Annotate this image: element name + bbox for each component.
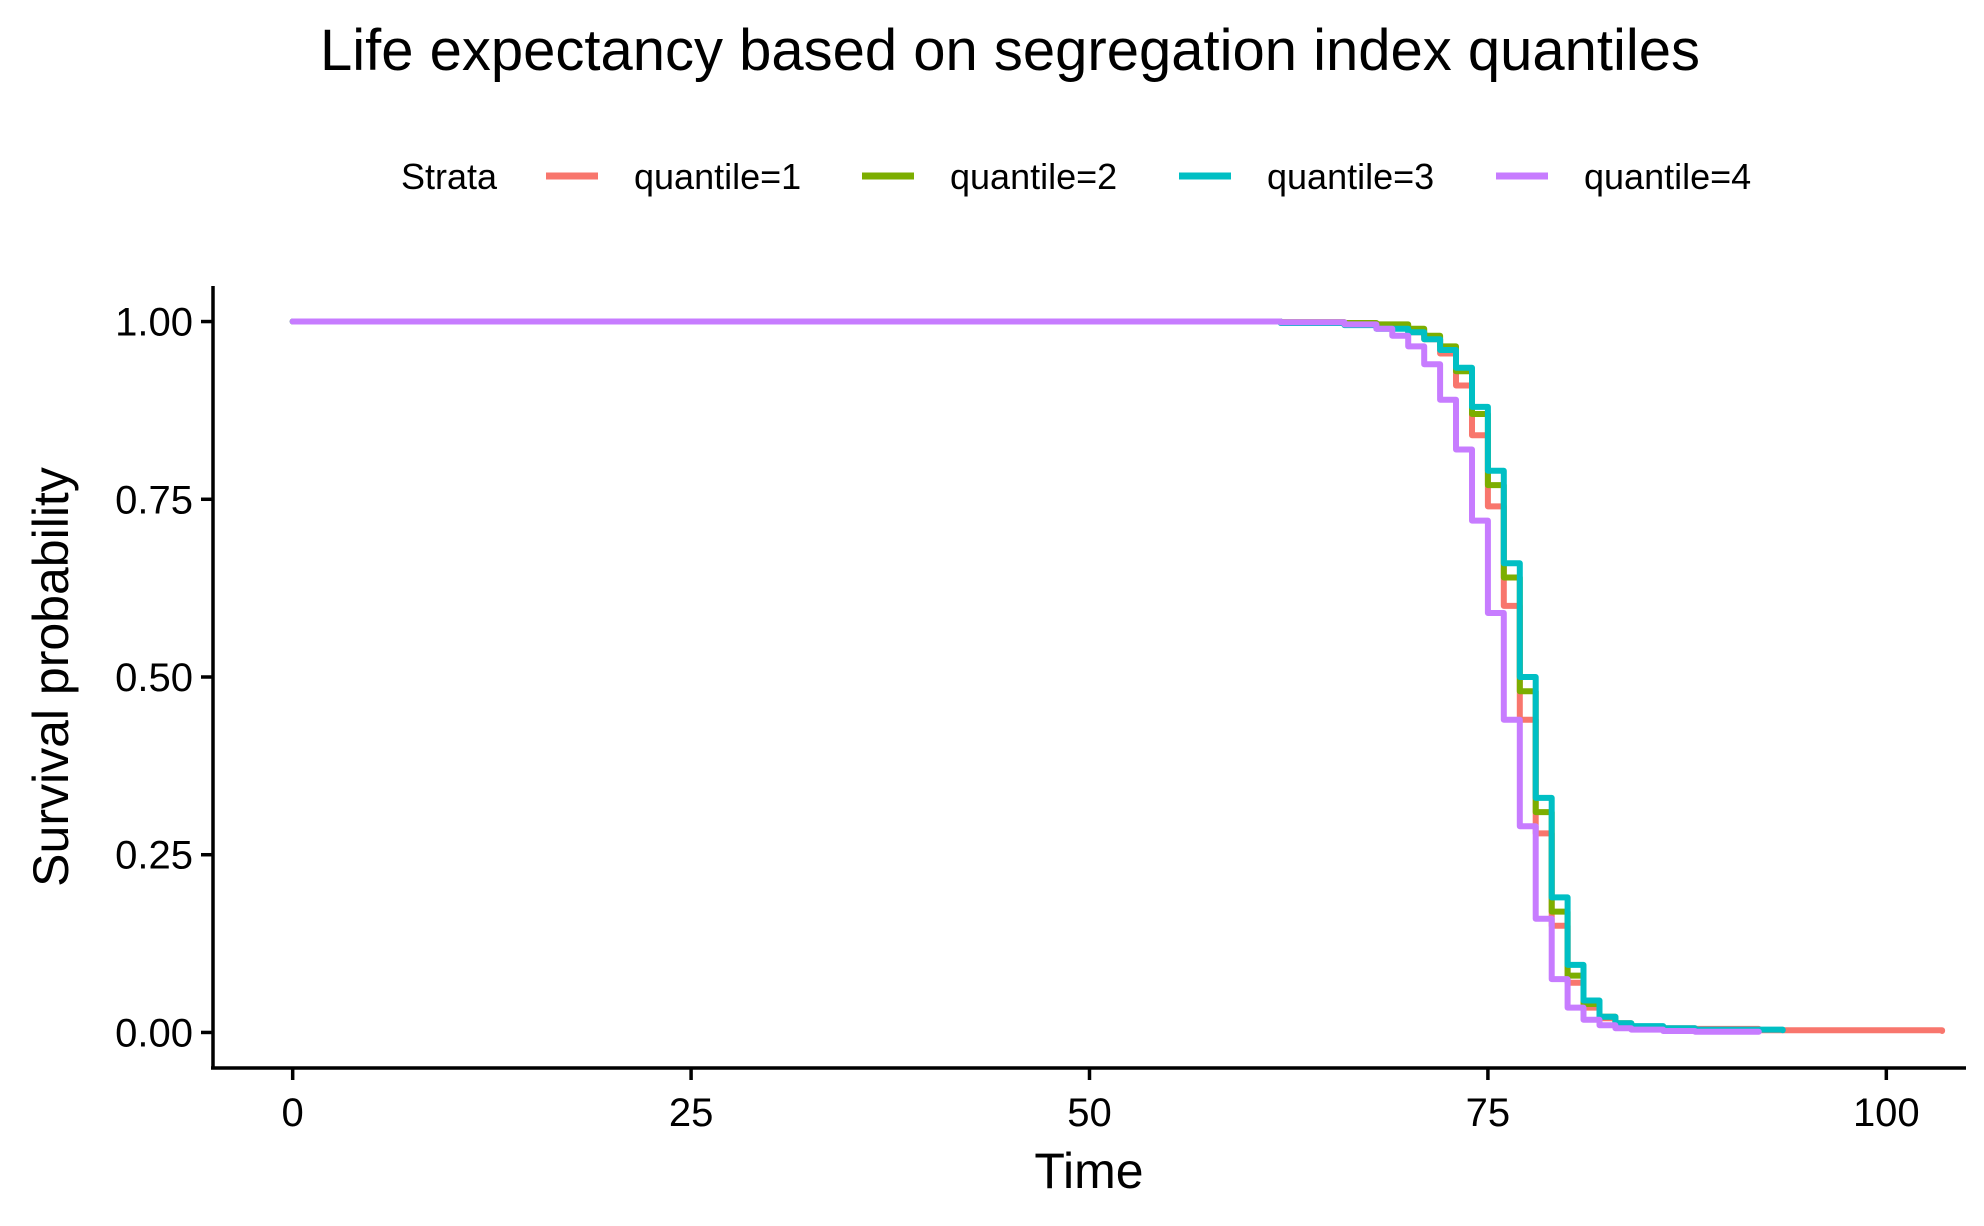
series-layer — [289, 318, 1946, 1035]
series-line-quantile=1 — [289, 318, 1946, 1034]
series-line-quantile=4 — [289, 318, 1762, 1035]
y-tick-label: 0.00 — [115, 1011, 193, 1055]
y-ticks: 0.00 0.25 0.50 0.75 1.00 — [115, 301, 213, 1055]
legend-label-quantile=1: quantile=1 — [634, 156, 801, 197]
y-tick-label: 0.50 — [115, 656, 193, 700]
plot-area: 0 25 50 75 100 0.00 0.25 0.50 0.75 1.00 — [115, 286, 1966, 1135]
y-tick-label: 0.25 — [115, 834, 193, 878]
legend-label-quantile=2: quantile=2 — [950, 156, 1117, 197]
y-axis-label: Survival probability — [23, 467, 79, 887]
series-line-quantile=2 — [289, 318, 1762, 1034]
y-tick-label: 0.75 — [115, 478, 193, 522]
legend: Strata quantile=1 quantile=2 quantile=3 qua… — [401, 156, 1751, 197]
x-ticks: 0 25 50 75 100 — [282, 1068, 1920, 1135]
legend-label-quantile=3: quantile=3 — [1267, 156, 1434, 197]
x-axis-label: Time — [1034, 1143, 1143, 1199]
x-tick-label: 25 — [669, 1091, 714, 1135]
x-tick-label: 75 — [1466, 1091, 1511, 1135]
legend-title: Strata — [401, 156, 498, 197]
series-line-quantile=3 — [289, 318, 1786, 1034]
x-tick-label: 0 — [282, 1091, 304, 1135]
x-tick-label: 100 — [1853, 1091, 1920, 1135]
y-tick-label: 1.00 — [115, 301, 193, 345]
x-tick-label: 50 — [1067, 1091, 1112, 1135]
chart-title: Life expectancy based on segregation ind… — [320, 18, 1700, 83]
legend-label-quantile=4: quantile=4 — [1584, 156, 1751, 197]
